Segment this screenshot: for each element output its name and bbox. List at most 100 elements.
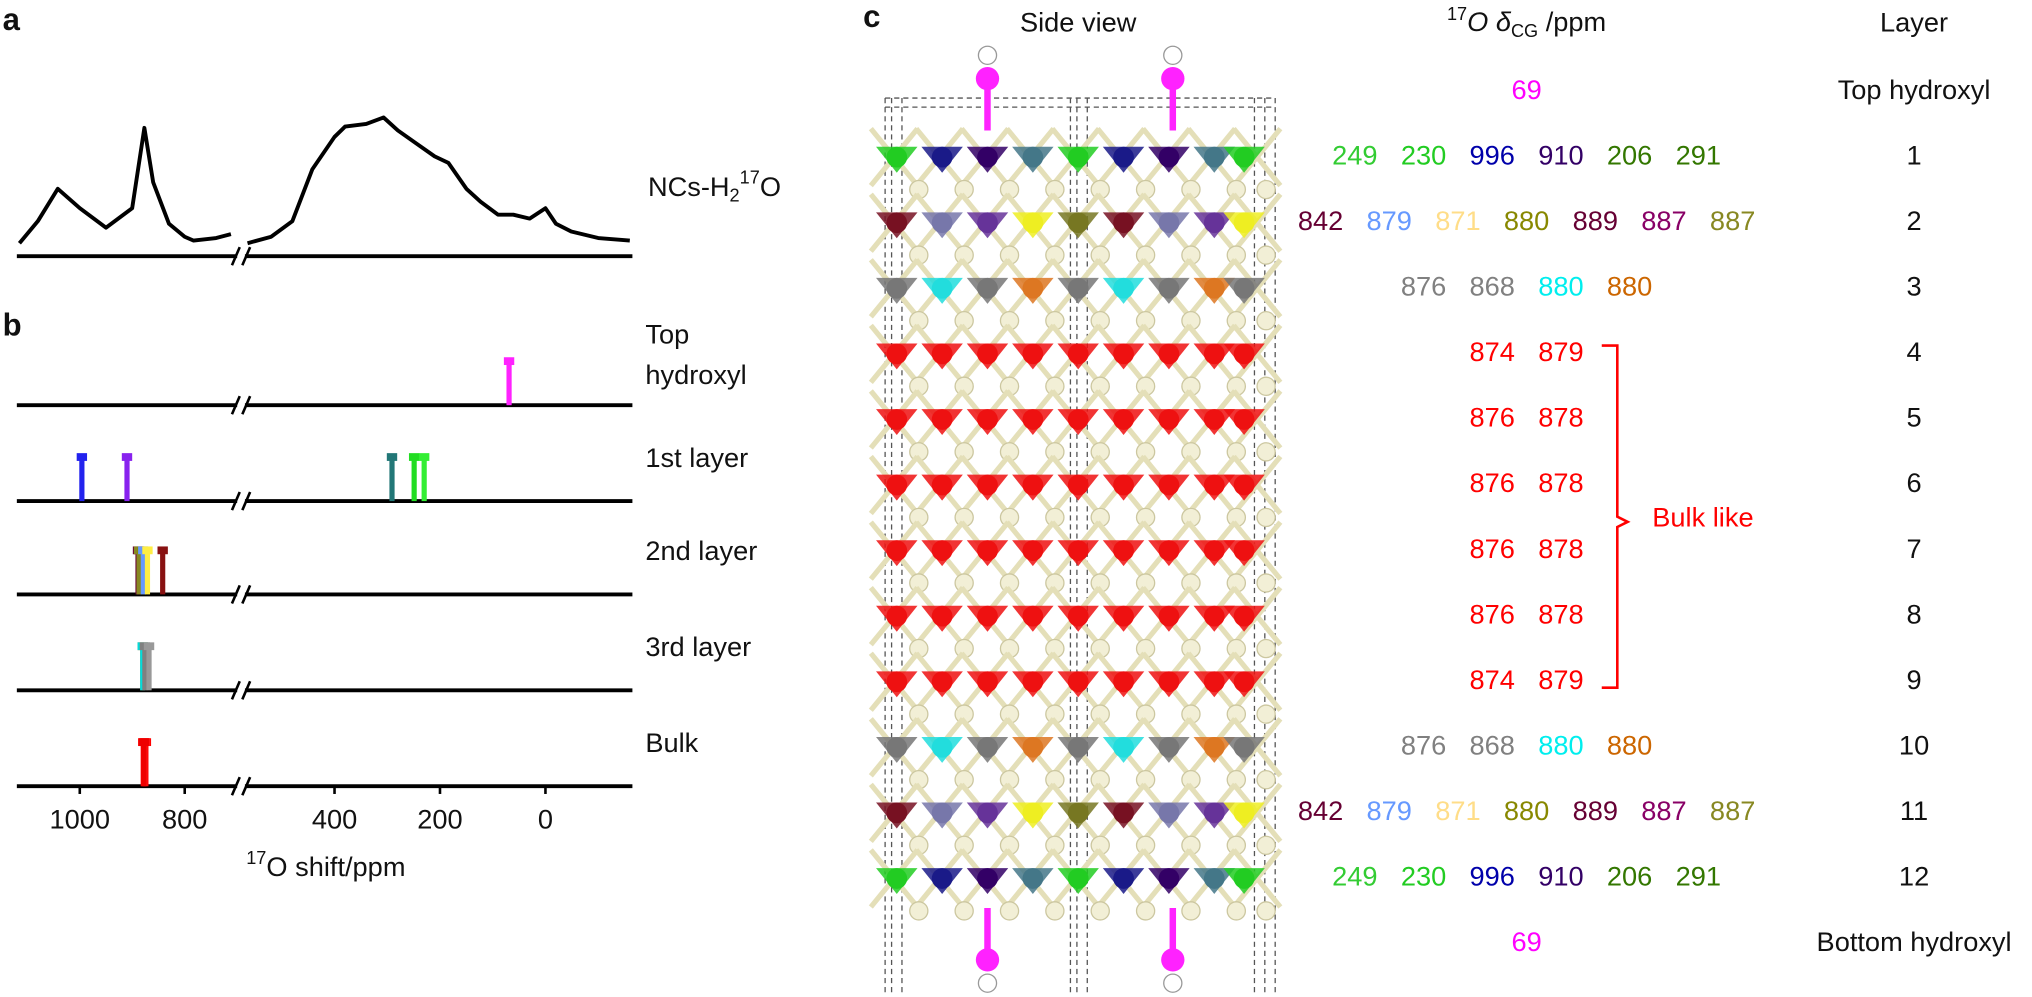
oxygen-atom [1113,409,1134,430]
layer-label: 10 [1899,730,1929,761]
oxygen-atom [1067,736,1089,758]
oxygen-atom [1113,146,1134,168]
layer-label: 3 [1907,270,1922,301]
oxygen-atom [886,671,908,693]
header-sub: CG [1511,21,1538,41]
panel-label: c [863,0,880,34]
peak-cap [76,453,88,461]
sample-sup: 17 [740,167,760,187]
bond [1231,454,1283,516]
axis-break [241,491,252,511]
metal-atom [1256,507,1276,528]
oxygen-atom [1158,802,1180,824]
axis-break [241,584,252,604]
shift-value: 69 [1511,74,1541,105]
layer-label: 6 [1907,467,1922,498]
oxygen-atom [1113,868,1134,889]
shift-value: 887 [1641,205,1686,236]
oxygen-atom [1233,409,1255,430]
oxygen-atom [1113,605,1134,627]
oxygen-atom [1158,540,1180,561]
oxygen-atom [1113,212,1134,234]
bond [1231,717,1283,778]
axis-break [230,491,241,511]
oxygen-atom [1233,736,1255,758]
x-tick-label: 0 [538,803,553,834]
oxygen-atom [1067,277,1089,299]
oxygen-atom [931,146,953,168]
oxygen-atom [1233,343,1255,365]
metal-atom [1256,573,1276,593]
header-sup: 17 [1447,4,1467,24]
axis-break [241,680,252,700]
layer-label: 1 [1907,139,1922,170]
panel-label: b [3,308,22,343]
shift-value: 876 [1470,533,1515,564]
sample-label: NCs-H217O [648,167,781,205]
shift-value: 880 [1607,270,1652,301]
peak-cap [418,453,430,461]
shift-value: 69 [1511,926,1541,957]
oxygen-atom [1233,802,1255,824]
peak-stick [144,550,151,595]
oxygen-atom [1158,343,1180,365]
shift-value: 876 [1470,402,1515,433]
shift-value: 879 [1367,205,1412,236]
oxygen-atom [1233,605,1255,627]
shift-value: 842 [1298,205,1343,236]
peak-cap [157,546,168,555]
oxygen-atom [886,212,908,234]
oxygen-atom [1022,671,1044,693]
oxygen-atom [1158,736,1180,758]
peak-stick [411,457,417,502]
metal-atom [1256,245,1276,265]
shift-value: 871 [1435,795,1480,826]
layer-label: 5 [1907,402,1922,433]
metal-atom [1181,901,1201,921]
metal-atom [954,901,974,921]
axis-break [230,584,241,604]
hydroxyl-h [1163,973,1183,993]
shift-value: 910 [1538,861,1583,892]
oxygen-atom [1203,409,1225,430]
oxygen-atom [1203,474,1225,496]
metal-atom [909,901,929,921]
oxygen-atom [1158,409,1180,430]
shift-value: 878 [1538,467,1583,498]
layer-label: 7 [1907,533,1922,564]
oxygen-atom [931,868,953,889]
oxygen-atom [931,212,953,234]
row-label: hydroxyl [645,359,746,390]
oxygen-atom [886,540,908,561]
oxygen-atom [1203,277,1225,299]
oxygen-atom [1203,802,1225,824]
oxygen-atom [1158,277,1180,299]
oxygen-atom [1158,212,1180,234]
metal-atom [1256,179,1276,200]
hydroxyl-o [975,948,1000,972]
bond [1231,520,1283,581]
oxygen-atom [886,868,908,889]
bond [1231,258,1283,319]
oxygen-atom [1113,277,1134,299]
metal-atom [1256,704,1276,724]
shift-value: 206 [1607,139,1652,170]
oxygen-atom [931,540,953,561]
shift-value: 878 [1538,598,1583,629]
layer-label: 4 [1907,336,1922,367]
oxygen-atom [977,605,998,627]
bond [1231,651,1283,712]
oxygen-atom [1233,474,1255,496]
oxygen-atom [1022,540,1044,561]
oxygen-atom [931,671,953,693]
shift-value: 206 [1607,861,1652,892]
row-label: 2nd layer [645,535,757,566]
oxygen-atom [977,802,998,824]
shift-value: 887 [1641,795,1686,826]
shift-value: 887 [1710,795,1755,826]
hydroxyl-h [1163,45,1183,66]
sample-text: NCs-H [648,171,730,202]
oxygen-atom [977,671,998,693]
sample-text: O [760,171,781,202]
header-text: /ppm [1538,6,1606,37]
